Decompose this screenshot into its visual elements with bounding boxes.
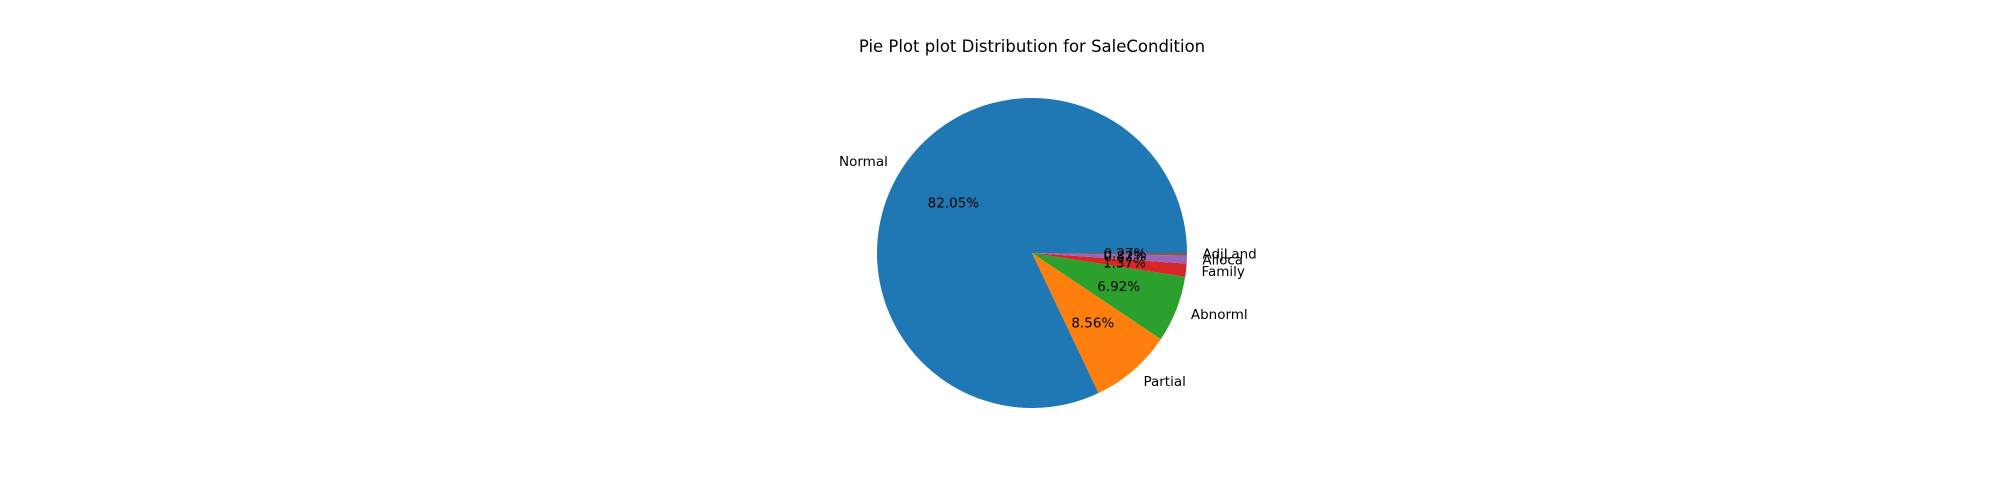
pie-label-partial: Partial [1143,374,1185,390]
pie-percent-partial: 8.56% [1071,315,1114,331]
pie-slice-alloca [1032,253,1187,264]
pie-label-alloca: Alloca [1202,252,1243,268]
pie-slice-abnorml [1032,253,1186,340]
pie-percent-normal: 82.05% [928,195,980,211]
pie-label-abnorml: Abnorml [1191,307,1248,323]
pie-percent-alloca: 0.82% [1103,249,1146,265]
pie-percent-adjland: 0.27% [1104,246,1147,262]
pie-percent-abnorml: 6.92% [1097,279,1140,295]
pie-slice-family [1032,253,1187,277]
pie-label-adjland: AdjLand [1202,246,1256,262]
chart-title: Pie Plot plot Distribution for SaleCondi… [859,37,1205,56]
pie-percent-family: 1.37% [1103,255,1146,271]
pie-slice-adjland [1032,253,1187,256]
pie-label-normal: Normal [839,154,888,170]
pie-slice-partial [1032,253,1161,394]
pie-percent-labels: 82.05% 8.56% 6.92% 1.37%0.82%0.27% [928,195,1147,331]
pie-label-family: Family [1201,264,1244,280]
pie-slices [876,98,1187,409]
